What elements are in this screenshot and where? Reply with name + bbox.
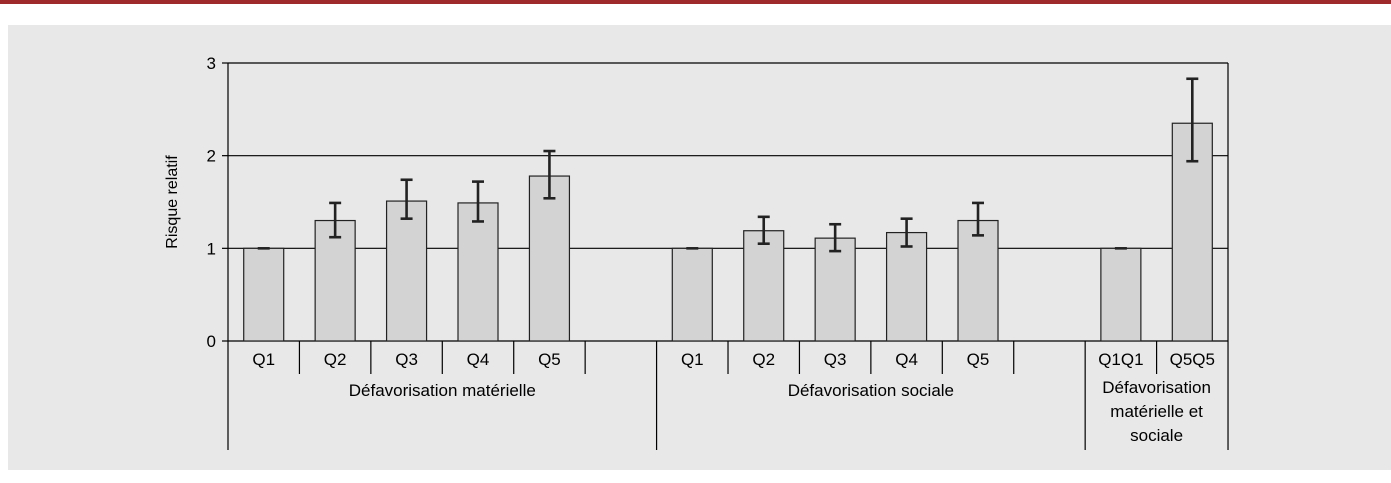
bar xyxy=(457,202,499,342)
y-tick-label: 3 xyxy=(207,54,216,73)
category-label: Q5 xyxy=(538,350,561,369)
category-label: Q5 xyxy=(967,350,990,369)
category-label: Q2 xyxy=(752,350,775,369)
bar xyxy=(1100,247,1142,342)
y-tick-label: 2 xyxy=(207,147,216,166)
group-label: sociale xyxy=(1130,426,1183,445)
category-label: Q4 xyxy=(467,350,490,369)
category-label: Q4 xyxy=(895,350,918,369)
group-label: matérielle et xyxy=(1110,402,1203,421)
bar xyxy=(314,219,356,342)
category-label: Q1 xyxy=(252,350,275,369)
group-label: Défavorisation xyxy=(1102,378,1211,397)
category-label: Q2 xyxy=(324,350,347,369)
y-tick-label: 0 xyxy=(207,332,216,351)
bar xyxy=(528,175,571,342)
category-label: Q3 xyxy=(395,350,418,369)
category-label: Q1 xyxy=(681,350,704,369)
bar xyxy=(957,219,999,342)
bar xyxy=(671,247,713,342)
bar xyxy=(814,237,856,342)
bar xyxy=(243,247,285,342)
y-tick-label: 1 xyxy=(207,239,216,258)
group-label: Défavorisation sociale xyxy=(788,381,954,400)
category-label: Q5Q5 xyxy=(1170,350,1215,369)
y-axis-title: Risque relatif xyxy=(164,155,181,249)
chart-panel xyxy=(8,25,1391,470)
category-label: Q3 xyxy=(824,350,847,369)
header-rule xyxy=(0,0,1391,4)
group-label: Défavorisation matérielle xyxy=(349,381,536,400)
bar xyxy=(885,231,928,342)
bar xyxy=(385,200,428,342)
bar xyxy=(743,230,785,342)
category-label: Q1Q1 xyxy=(1098,350,1143,369)
